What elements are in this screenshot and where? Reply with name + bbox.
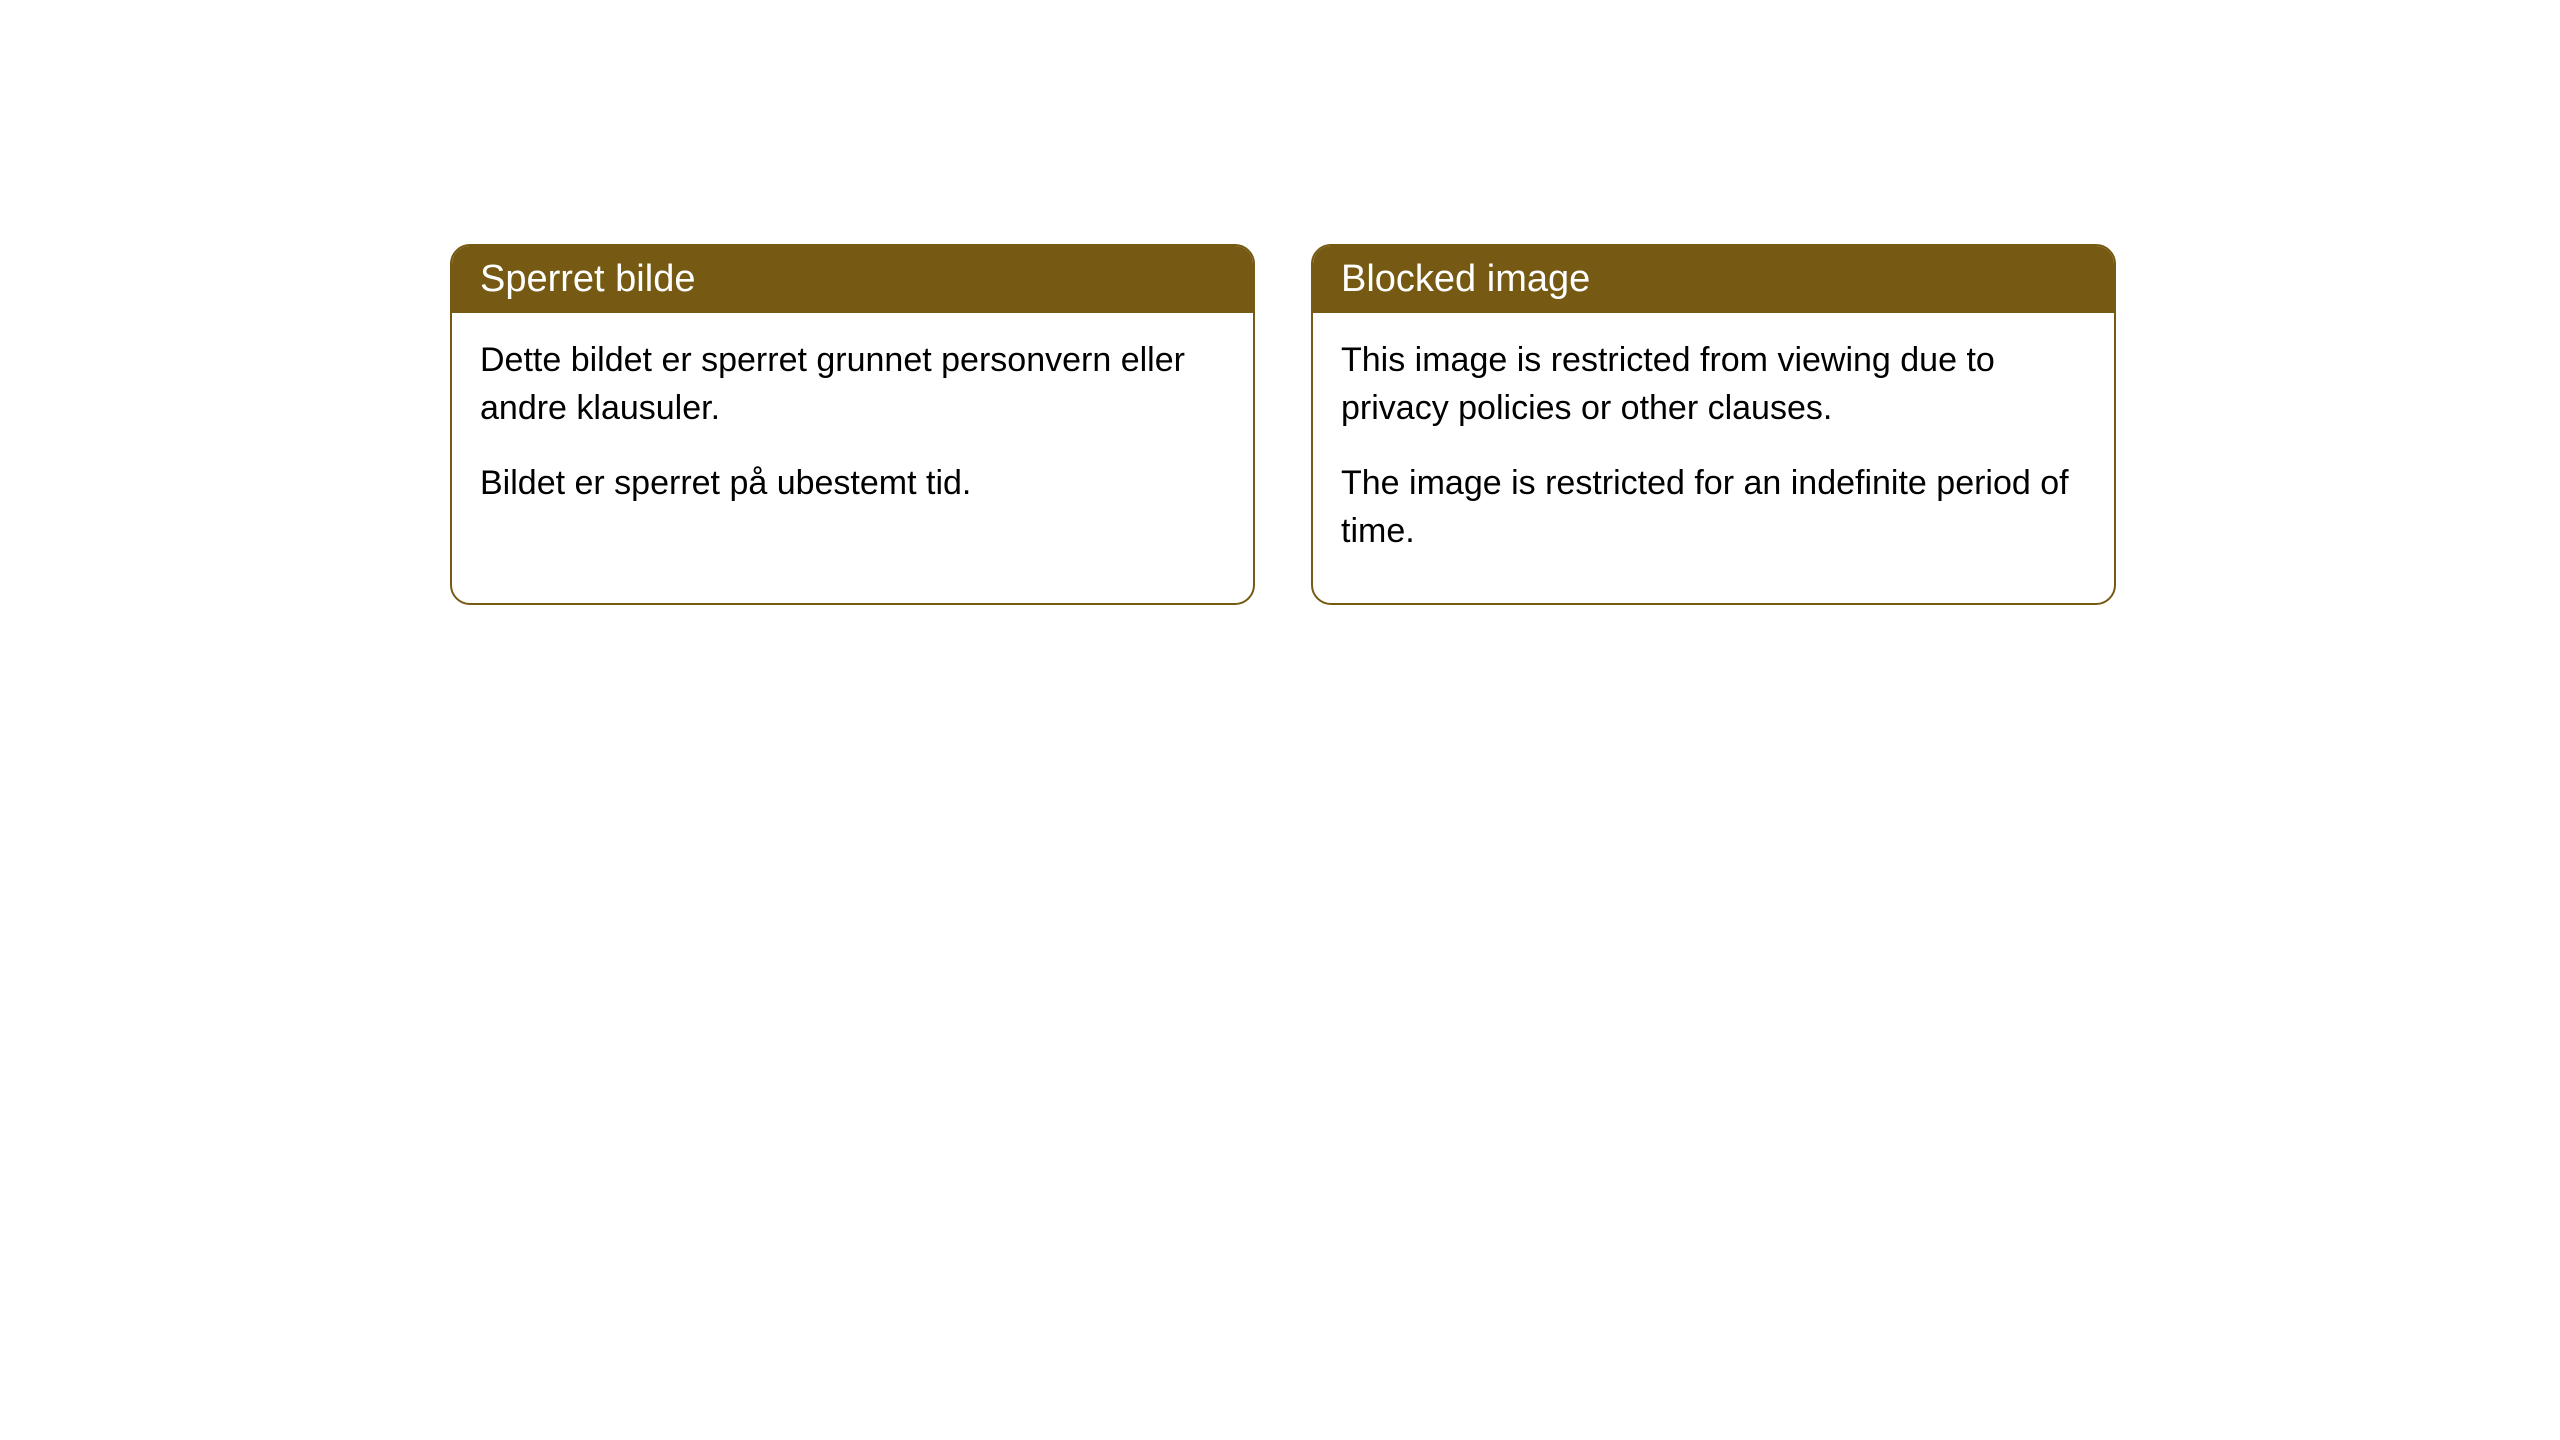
card-title: Sperret bilde [480, 258, 695, 300]
card-paragraph: Dette bildet er sperret grunnet personve… [480, 337, 1225, 432]
card-paragraph: This image is restricted from viewing du… [1341, 337, 2086, 432]
cards-container: Sperret bilde Dette bildet er sperret gr… [0, 0, 2560, 605]
card-body: Dette bildet er sperret grunnet personve… [452, 313, 1253, 556]
card-paragraph: Bildet er sperret på ubestemt tid. [480, 460, 1225, 508]
card-body: This image is restricted from viewing du… [1313, 313, 2114, 603]
blocked-image-card-norwegian: Sperret bilde Dette bildet er sperret gr… [450, 244, 1255, 605]
card-title: Blocked image [1341, 258, 1590, 300]
card-header: Blocked image [1313, 246, 2114, 313]
card-header: Sperret bilde [452, 246, 1253, 313]
blocked-image-card-english: Blocked image This image is restricted f… [1311, 244, 2116, 605]
card-paragraph: The image is restricted for an indefinit… [1341, 460, 2086, 555]
